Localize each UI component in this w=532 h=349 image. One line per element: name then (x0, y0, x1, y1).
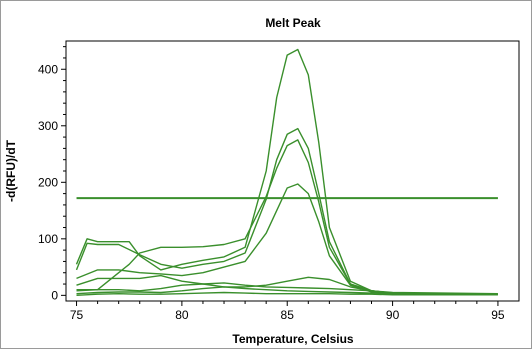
y-tick-label: 300 (38, 119, 58, 133)
x-tick-label: 80 (175, 308, 189, 322)
x-tick-label: 85 (281, 308, 295, 322)
y-tick-label: 100 (38, 232, 58, 246)
melt-curve-7 (76, 286, 498, 295)
melt-curve-3 (76, 139, 498, 295)
melt-curve-8 (76, 291, 498, 296)
melt-curve-1 (75, 48, 498, 295)
melt-curve-4 (76, 183, 498, 295)
y-tick-label: 200 (38, 175, 58, 189)
x-axis-label: Temperature, Celsius (232, 332, 353, 346)
y-axis-label: -d(RFU)/dT (4, 139, 18, 202)
x-tick-label: 75 (70, 308, 84, 322)
series-layer (75, 48, 498, 296)
plot-area (65, 40, 520, 302)
x-tick-label: 90 (386, 308, 400, 322)
axis-layer: 75 80 85 90 95 0 100 200 300 400 (38, 46, 505, 322)
x-tick-label: 95 (491, 308, 505, 322)
y-tick-label: 0 (51, 288, 58, 302)
melt-curve-5 (76, 274, 498, 295)
chart-title: Melt Peak (265, 16, 321, 30)
y-tick-label: 400 (38, 62, 58, 76)
melt-curve-6 (76, 282, 498, 295)
